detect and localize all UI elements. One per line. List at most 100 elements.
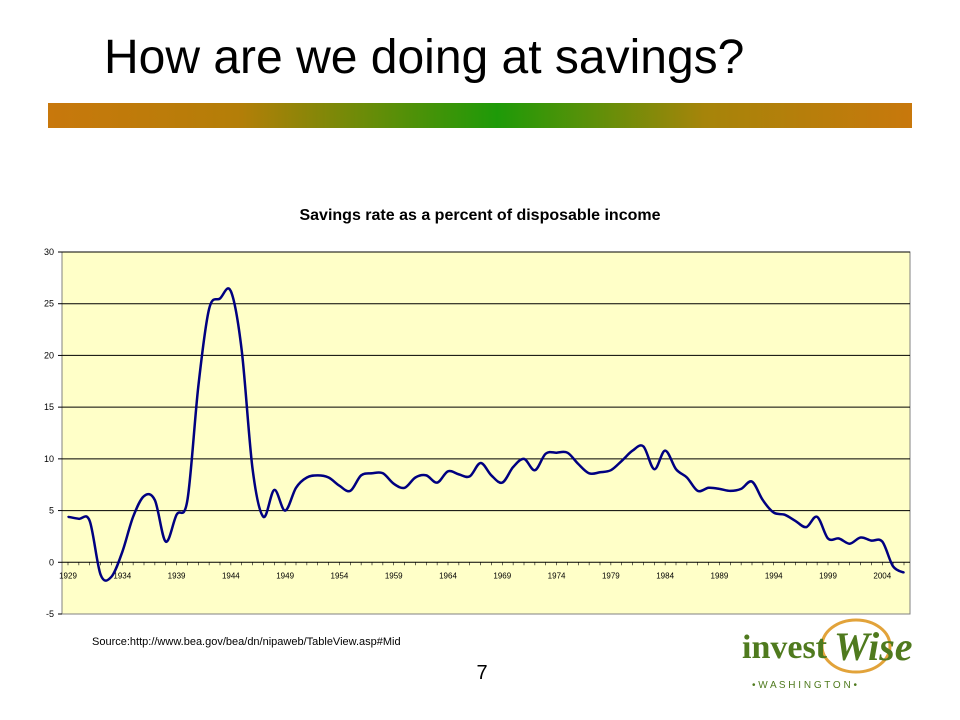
x-tick-label: 1959 [385, 571, 403, 580]
data-point [599, 471, 601, 474]
x-tick-label: 1969 [493, 571, 511, 580]
data-point [718, 488, 721, 490]
x-axis-ticks: 1929 1934 1939 1944 1949 1954 1959 1964 1969 1974… [59, 562, 905, 580]
data-point [338, 484, 341, 487]
data-point [490, 474, 493, 477]
data-point [686, 476, 688, 479]
data-point [620, 460, 623, 462]
gridlines [62, 251, 910, 512]
data-point [67, 515, 69, 518]
data-point [740, 488, 742, 490]
data-point [512, 466, 514, 468]
y-tick-label: 30 [44, 247, 54, 257]
data-point [827, 537, 829, 540]
data-point [349, 490, 352, 492]
data-point [262, 515, 265, 518]
chart-title: Savings rate as a percent of disposable … [299, 207, 660, 224]
x-tick-label: 1964 [439, 571, 457, 580]
data-point [610, 469, 612, 472]
data-point [240, 349, 243, 352]
data-point [762, 499, 764, 502]
data-point [859, 536, 862, 539]
logo-text-invest: invest [742, 629, 828, 666]
data-points [67, 290, 905, 578]
data-point [306, 476, 308, 479]
data-point [783, 513, 786, 516]
data-point [870, 539, 873, 542]
data-point [164, 540, 167, 543]
data-point [175, 513, 178, 516]
data-point [458, 473, 460, 476]
data-point [403, 487, 406, 489]
data-point [392, 482, 395, 485]
plot-area [61, 251, 911, 615]
data-point [805, 526, 808, 528]
data-point [251, 468, 254, 471]
data-point [696, 490, 699, 492]
data-point [555, 451, 558, 454]
data-point [523, 458, 525, 460]
data-point [371, 472, 373, 475]
x-tick-label: 1934 [113, 571, 131, 580]
data-point [143, 495, 145, 497]
title-accent-bar [48, 103, 912, 128]
x-tick-label: 1989 [711, 571, 729, 580]
logo-text-washington: • W A S H I N G T O N • [752, 680, 857, 691]
data-point [154, 499, 156, 502]
data-point [751, 480, 753, 483]
y-tick-label: 20 [44, 350, 54, 360]
data-point [631, 449, 634, 452]
data-point [316, 474, 319, 477]
data-point [186, 499, 189, 502]
data-point [447, 470, 449, 473]
data-point [838, 537, 840, 540]
data-point [653, 468, 656, 471]
data-point [534, 469, 536, 472]
data-point [794, 520, 797, 522]
data-point [881, 540, 884, 543]
data-point [544, 452, 547, 455]
data-point [566, 451, 569, 454]
y-tick-label: 10 [44, 454, 54, 464]
data-point [903, 571, 905, 574]
data-point [642, 445, 645, 448]
data-point [892, 565, 894, 568]
data-point [664, 449, 666, 452]
data-point [110, 575, 113, 578]
data-point [729, 490, 732, 492]
data-point [273, 489, 276, 491]
data-point [284, 509, 286, 512]
data-point [588, 472, 590, 475]
data-point [425, 474, 428, 477]
x-tick-label: 1979 [602, 571, 620, 580]
y-tick-label: 25 [44, 299, 54, 309]
source-note: Source:http://www.bea.gov/bea/dn/nipaweb… [92, 636, 401, 648]
x-tick-label: 2004 [873, 571, 891, 580]
data-point [208, 308, 210, 310]
x-tick-label: 1949 [276, 571, 294, 580]
data-point [772, 511, 775, 514]
slide-number: 7 [476, 662, 488, 684]
investwise-logo: invest Wise • W A S H I N G T O N • [742, 618, 913, 691]
x-tick-label: 1939 [168, 571, 186, 580]
data-point [197, 385, 200, 388]
data-point [88, 520, 91, 522]
x-tick-label: 1974 [548, 571, 566, 580]
data-point [816, 515, 818, 518]
x-tick-label: 1984 [656, 571, 674, 580]
data-point [468, 475, 471, 478]
data-point [219, 297, 221, 300]
data-point [132, 515, 134, 518]
data-point [675, 468, 677, 471]
data-point [99, 573, 102, 576]
y-tick-label: -5 [46, 609, 54, 619]
x-tick-label: 1994 [765, 571, 783, 580]
data-point [295, 487, 297, 489]
data-point [479, 462, 482, 464]
logo-text-wise: Wise [834, 624, 913, 669]
data-point [577, 463, 580, 465]
y-tick-label: 5 [49, 506, 54, 516]
data-point [360, 474, 362, 477]
x-tick-label: 1999 [819, 571, 837, 580]
